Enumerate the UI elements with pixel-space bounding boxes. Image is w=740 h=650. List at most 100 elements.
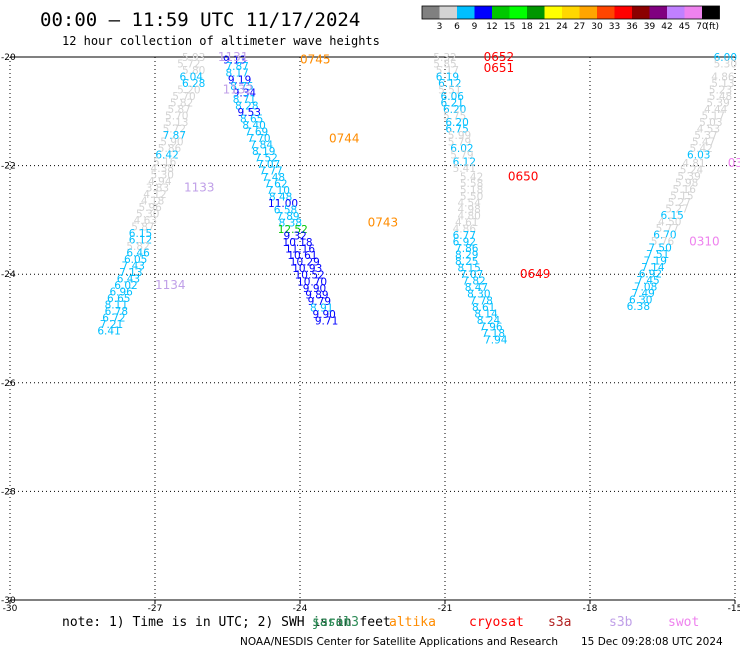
swh-value: 5.50	[460, 191, 483, 203]
swh-value: 4.98	[457, 204, 480, 216]
y-tick-label: -26	[1, 379, 16, 389]
swh-value: 5.41	[453, 163, 476, 175]
swh-value: 5.82	[126, 241, 149, 253]
colorbar-swatch	[649, 6, 667, 19]
swh-value: 4.12	[143, 189, 166, 201]
colorbar-swatch	[614, 6, 632, 19]
colorbar-swatch	[457, 6, 475, 19]
swh-value: 5.17	[702, 111, 725, 123]
colorbar-swatch	[527, 6, 545, 19]
swh-value: 10.93	[292, 263, 322, 275]
swh-value: 5.96	[138, 202, 162, 214]
swh-value: 5.79	[448, 137, 471, 149]
swh-value: 7.87	[225, 61, 248, 73]
swh-value: 9.53	[238, 107, 261, 119]
satellite-legend-saral: saral	[312, 615, 351, 630]
swh-value: 5.72	[163, 124, 186, 136]
swh-value: 6.28	[182, 78, 205, 90]
x-tick-label: -21	[438, 604, 453, 614]
swh-value: 5.30	[151, 169, 174, 181]
swh-value: 8.19	[252, 146, 275, 158]
y-tick-label: -30	[1, 596, 16, 606]
swh-value: 5.99	[448, 130, 471, 142]
swh-value: 6.06	[441, 91, 465, 103]
swh-value: 7.96	[479, 321, 503, 333]
satellite-legend-cryosat: cryosat	[469, 615, 524, 630]
x-tick-label: -30	[3, 604, 18, 614]
swh-value: 4.86	[711, 72, 735, 84]
swh-value: 7.10	[267, 185, 290, 197]
pass-time-label: 0310	[689, 235, 720, 249]
satellite-legend-s3b: s3b	[609, 615, 633, 630]
swh-value: 6.12	[129, 234, 152, 246]
swh-value: 9.32	[283, 231, 306, 243]
swh-value: 6.38	[627, 301, 650, 313]
swh-value: 7.43	[122, 261, 145, 273]
colorbar-swatch	[632, 6, 650, 19]
swh-value: 7.62	[264, 179, 287, 191]
swh-value: 5.37	[694, 130, 717, 142]
pass-time-label: 0744	[329, 131, 360, 145]
x-tick-label: -18	[583, 604, 598, 614]
pass-time-label: 03	[728, 156, 740, 170]
colorbar-label: 39	[644, 22, 656, 32]
colorbar-label: 18	[521, 22, 533, 32]
pass-time-label: 1133	[184, 180, 215, 194]
swh-value: 7.87	[163, 130, 186, 142]
swh-value: 6.70	[653, 230, 676, 242]
y-tick-label: -20	[1, 53, 16, 63]
colorbar-swatch	[562, 6, 580, 19]
swh-value: 5.42	[689, 143, 712, 155]
swh-value: 5.86	[158, 143, 182, 155]
swh-value: 6.42	[155, 150, 178, 162]
swh-value: 5.15	[670, 190, 693, 202]
swh-value: 6.02	[114, 280, 137, 292]
swh-value: 5.39	[706, 98, 729, 110]
swh-value: 5.79	[450, 150, 473, 162]
swh-value: 10.61	[287, 250, 317, 262]
swh-value: 8.61	[472, 302, 495, 314]
swh-value: 6.72	[102, 313, 125, 325]
colorbar-swatch	[492, 6, 510, 19]
swh-value: 9.19	[228, 74, 251, 86]
swh-value: 4.53	[697, 124, 720, 136]
swh-value: 5.82	[170, 98, 193, 110]
swh-value: 8.11	[105, 300, 128, 312]
note-text: note: 1) Time is in UTC; 2) SWH is in fe…	[62, 615, 391, 630]
colorbar-label: 24	[556, 22, 568, 32]
swh-value: 8.40	[242, 120, 265, 132]
satellite-legend-s3a: s3a	[548, 615, 571, 630]
chart-subtitle: 12 hour collection of altimeter wave hei…	[62, 34, 380, 48]
swh-value: 5.80	[182, 65, 205, 77]
swh-value: 4.50	[658, 217, 681, 229]
swh-value: 10.52	[295, 270, 325, 282]
swh-value: 5.30	[136, 208, 159, 220]
swh-value: 6.15	[129, 228, 152, 240]
pass-time-label: 1132	[223, 83, 254, 97]
swh-value: 6.41	[97, 326, 120, 338]
swh-value: 4.63	[134, 215, 157, 227]
swh-value: 4.18	[141, 195, 164, 207]
swh-value: 7.45	[636, 275, 659, 287]
colorbar-swatch	[597, 6, 615, 19]
colorbar-swatch	[439, 6, 457, 19]
colorbar-label: 33	[609, 22, 620, 32]
swh-value: 7.07	[257, 159, 280, 171]
swh-value: 5.17	[436, 65, 459, 77]
swh-value: 6.78	[105, 306, 128, 318]
colorbar-swatch	[474, 6, 492, 19]
swh-value: 10.29	[290, 257, 320, 269]
swh-value: 4.44	[704, 104, 728, 116]
colorbar-label: 30	[591, 22, 603, 32]
swh-value: 5.90	[160, 137, 183, 149]
pass-time-label: 1131	[218, 50, 249, 64]
swh-value: 5.70	[172, 91, 195, 103]
swh-value: 5.76	[651, 236, 675, 248]
swh-value: 5.30	[714, 59, 737, 71]
colorbar-swatch	[544, 6, 562, 19]
swh-value: 4.86	[453, 224, 477, 236]
swh-value: 8.14	[474, 308, 498, 320]
swh-value: 6.75	[445, 124, 468, 136]
swh-value: 6.21	[441, 98, 464, 110]
